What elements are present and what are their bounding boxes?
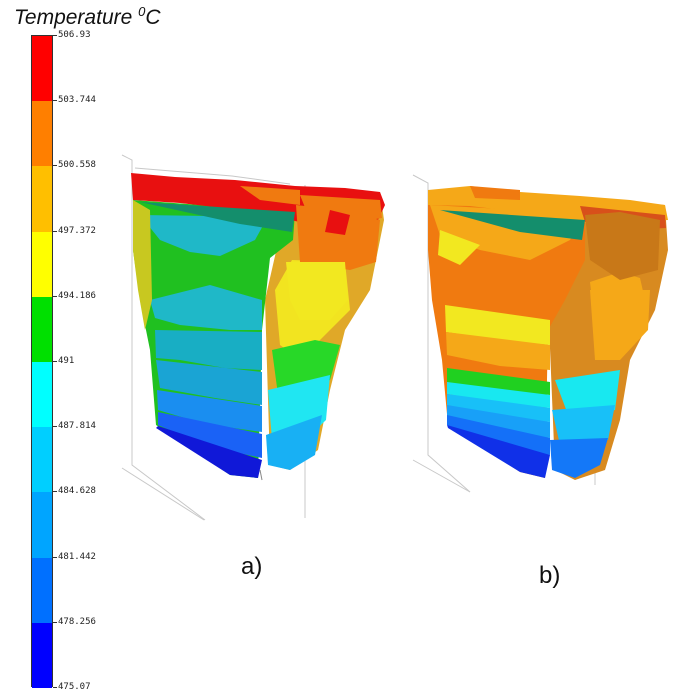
legend-tick-mark <box>53 687 57 688</box>
title: Temperature 0C <box>14 4 161 30</box>
title-superscript: 0 <box>138 4 146 19</box>
legend-band <box>32 101 52 167</box>
panel-b-label: b) <box>539 562 561 589</box>
legend-band <box>32 492 52 559</box>
title-text: Temperature <box>14 6 139 29</box>
legend-tick-mark <box>53 35 57 36</box>
legend-tick-label: 491 <box>58 356 75 366</box>
legend-band <box>32 296 52 363</box>
legend-tick-mark <box>53 295 57 297</box>
legend-tick-mark <box>53 621 57 623</box>
legend-tick-mark <box>53 165 57 167</box>
legend-tick-mark <box>53 556 57 558</box>
legend-band <box>32 557 52 624</box>
legend-tick-mark <box>53 426 57 428</box>
legend-tick-label: 475.07 <box>58 682 91 692</box>
legend-band <box>32 166 52 233</box>
panel-a-rendering <box>121 154 385 521</box>
legend-tick-mark <box>53 361 57 362</box>
legend-tick-label: 503.744 <box>58 95 96 106</box>
legend-tick-label: 487.814 <box>58 421 96 432</box>
title-unit: C <box>145 6 161 29</box>
color-legend-bar <box>31 35 53 689</box>
legend-tick-mark <box>53 230 57 232</box>
legend-tick-label: 494.186 <box>58 290 96 301</box>
legend-band <box>32 362 52 428</box>
legend-tick-label: 481.442 <box>58 551 96 562</box>
legend-tick-label: 478.256 <box>58 616 96 627</box>
legend-tick-mark <box>53 100 57 102</box>
legend-tick-label: 506.93 <box>58 30 91 40</box>
legend-band <box>32 231 52 298</box>
legend-band <box>32 427 52 493</box>
legend-tick-mark <box>53 491 57 493</box>
legend-tick-label: 484.628 <box>58 486 96 497</box>
legend-band <box>32 36 52 102</box>
legend-tick-label: 500.558 <box>58 160 96 171</box>
panel-b-rendering <box>412 174 668 493</box>
legend-band <box>32 622 52 689</box>
legend-tick-label: 497.372 <box>58 225 96 236</box>
panel-a-label: a) <box>241 553 263 580</box>
